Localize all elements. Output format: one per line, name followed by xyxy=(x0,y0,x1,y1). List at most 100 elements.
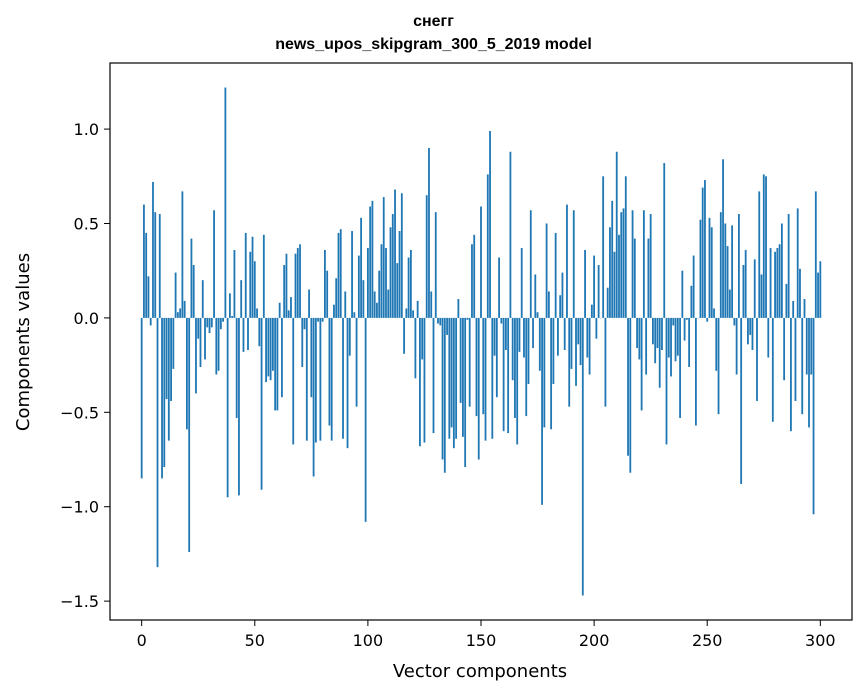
bar xyxy=(348,317,351,356)
bar xyxy=(486,174,489,318)
bar xyxy=(672,317,675,326)
bar xyxy=(504,317,507,350)
bar xyxy=(656,317,659,349)
bar xyxy=(640,317,643,411)
bar xyxy=(190,238,193,318)
bar xyxy=(468,317,471,407)
bar xyxy=(378,270,381,318)
bar xyxy=(430,291,433,318)
y-tick-label: 0.0 xyxy=(74,309,99,328)
bar xyxy=(715,317,718,371)
bar xyxy=(432,317,435,434)
bar xyxy=(507,317,510,434)
bar xyxy=(780,223,783,318)
bar xyxy=(595,317,598,339)
bar xyxy=(753,259,756,318)
bar xyxy=(645,317,648,375)
bar xyxy=(808,317,810,428)
bar xyxy=(376,302,378,318)
bar xyxy=(247,317,249,350)
bar xyxy=(541,317,543,505)
bar xyxy=(518,317,521,352)
bar xyxy=(181,191,184,318)
bar xyxy=(749,317,752,335)
bar xyxy=(471,244,473,318)
bar xyxy=(473,234,476,318)
bar xyxy=(484,317,487,441)
bar xyxy=(405,308,408,318)
bar xyxy=(735,317,738,375)
x-tick-label: 300 xyxy=(805,631,836,650)
bar xyxy=(803,299,806,318)
bar xyxy=(670,317,672,377)
bar xyxy=(814,191,817,318)
bar xyxy=(204,317,206,360)
bar xyxy=(516,317,519,445)
bar xyxy=(737,214,740,318)
bar xyxy=(434,212,437,318)
bar xyxy=(342,317,344,439)
bar xyxy=(658,317,661,388)
bar xyxy=(299,244,301,318)
bar xyxy=(446,317,448,335)
x-tick-label: 0 xyxy=(137,631,147,650)
bar xyxy=(208,317,211,334)
bar xyxy=(785,283,788,318)
bar xyxy=(756,317,758,401)
bar xyxy=(690,285,693,318)
bar xyxy=(235,317,238,418)
bar xyxy=(615,151,618,318)
bar xyxy=(314,317,317,443)
bar xyxy=(287,310,290,318)
bar xyxy=(796,208,799,318)
bar xyxy=(156,317,159,568)
bar xyxy=(362,280,365,318)
bar xyxy=(419,317,421,447)
bar xyxy=(158,214,161,318)
bar xyxy=(495,317,498,398)
bar xyxy=(448,317,451,439)
bar xyxy=(387,289,390,318)
bar xyxy=(509,151,512,318)
bar xyxy=(425,195,428,318)
bar xyxy=(462,317,464,437)
bar xyxy=(391,214,394,318)
bar xyxy=(412,310,415,318)
bar xyxy=(708,217,711,318)
bar xyxy=(195,317,197,394)
x-tick-label: 250 xyxy=(692,631,723,650)
bar xyxy=(604,317,607,407)
bar xyxy=(812,317,815,515)
bar xyxy=(665,317,668,445)
bar xyxy=(649,214,652,318)
bar xyxy=(638,317,641,360)
bar xyxy=(663,163,666,318)
bar xyxy=(174,272,177,318)
bar xyxy=(262,234,265,318)
bar xyxy=(744,249,747,318)
bar xyxy=(751,317,754,350)
bar xyxy=(222,317,225,322)
bar xyxy=(464,317,467,468)
bar xyxy=(817,272,819,318)
bar xyxy=(801,317,804,415)
bar xyxy=(258,317,261,347)
bar xyxy=(308,289,310,318)
bar xyxy=(466,317,469,320)
bar xyxy=(292,317,295,445)
bar xyxy=(240,280,243,318)
x-tick-label: 100 xyxy=(353,631,384,650)
bar xyxy=(726,246,729,318)
bar xyxy=(183,300,186,318)
bar xyxy=(695,317,697,426)
y-tick-label: −1.5 xyxy=(60,592,99,611)
bar xyxy=(647,238,650,318)
bar xyxy=(728,289,731,318)
bar xyxy=(154,212,157,318)
bar xyxy=(557,317,559,356)
bar xyxy=(242,317,245,352)
bar xyxy=(622,208,625,318)
bar xyxy=(201,280,204,318)
bar xyxy=(758,191,761,318)
bar xyxy=(186,317,188,430)
